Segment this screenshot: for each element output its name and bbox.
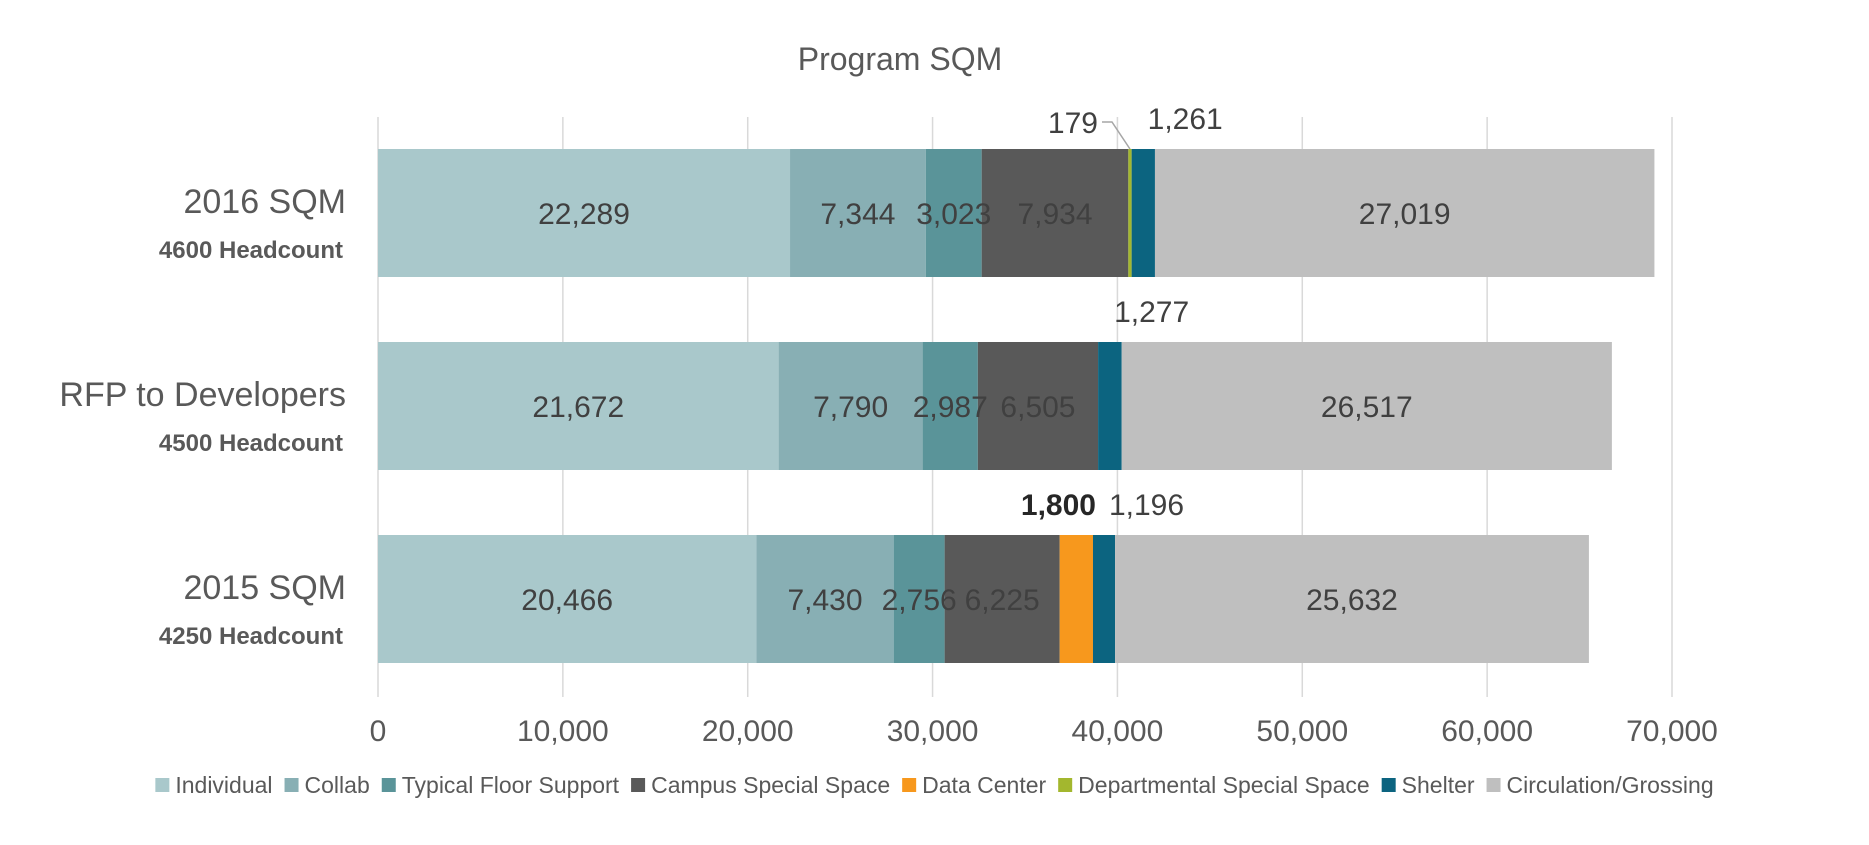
legend-swatch — [155, 778, 170, 792]
legend-label: Individual — [175, 772, 272, 798]
category-label: 2016 SQM — [183, 183, 346, 221]
bar-segment-collab — [790, 149, 926, 277]
data-label: 20,466 — [521, 584, 613, 617]
legend-swatch — [1381, 778, 1396, 792]
legend-swatch — [1486, 778, 1501, 792]
legend-label: Typical Floor Support — [402, 772, 620, 798]
legend-item-data-center: Data Center — [902, 772, 1047, 798]
data-label: 2,987 — [913, 391, 988, 424]
x-tick-label: 60,000 — [1441, 715, 1533, 748]
data-label: 2,756 — [882, 584, 957, 617]
data-label: 1,800 — [1021, 489, 1096, 522]
data-label: 7,344 — [820, 198, 895, 231]
legend-item-shelter: Shelter — [1381, 772, 1475, 798]
bar-segment-shelter — [1098, 342, 1122, 470]
x-tick-label: 40,000 — [1072, 715, 1164, 748]
legend-label: Data Center — [922, 772, 1046, 798]
bar-segment-typical-floor-support — [893, 535, 945, 663]
bar-segment-shelter — [1092, 535, 1116, 663]
legend-label: Circulation/Grossing — [1507, 772, 1714, 798]
legend-swatch — [1058, 778, 1073, 792]
data-label: 1,277 — [1114, 296, 1189, 329]
x-tick-label: 10,000 — [517, 715, 609, 748]
x-axis-tick-labels: 0 10,000 20,000 30,000 40,000 50,000 60,000 70,… — [370, 715, 1718, 748]
data-label: 26,517 — [1321, 391, 1413, 424]
data-label: 21,672 — [532, 391, 624, 424]
bar-segment-circulation-grossing — [1154, 149, 1655, 277]
bar-segment-individual — [378, 342, 779, 470]
chart-title: Program SQM — [798, 41, 1002, 77]
legend-swatch — [902, 778, 917, 792]
bar-segment-data-center — [1059, 535, 1093, 663]
legend-swatch — [381, 778, 396, 792]
bar-segment-campus-special-space — [981, 149, 1129, 277]
bar-segment-campus-special-space — [977, 342, 1099, 470]
legend-swatch — [631, 778, 646, 792]
legend-item-individual: Individual — [155, 772, 273, 798]
bar-segment-circulation-grossing — [1121, 342, 1612, 470]
bar-segment-circulation-grossing — [1115, 535, 1589, 663]
bar-segment-typical-floor-support — [922, 342, 978, 470]
legend-item-typical-floor-support: Typical Floor Support — [381, 772, 620, 798]
category-label: RFP to Developers — [59, 376, 346, 414]
bar-segment-campus-special-space — [944, 535, 1060, 663]
data-label: 7,934 — [1017, 198, 1092, 231]
legend-label: Collab — [305, 772, 370, 798]
data-label: 27,019 — [1359, 198, 1451, 231]
legend-item-departmental-special-space: Departmental Special Space — [1058, 772, 1370, 798]
legend-item-campus-special-space: Campus Special Space — [631, 772, 890, 798]
x-tick-label: 70,000 — [1626, 715, 1718, 748]
legend: Individual Collab Typical Floor Support Cam… — [155, 772, 1714, 798]
data-label: 22,289 — [538, 198, 630, 231]
bar-segment-individual — [378, 535, 757, 663]
legend-label: Shelter — [1402, 772, 1475, 798]
bar-segment-typical-floor-support — [925, 149, 982, 277]
bar-segment-collab — [756, 535, 894, 663]
data-label: 25,632 — [1306, 584, 1398, 617]
leader-line — [1101, 121, 1131, 150]
legend-item-collab: Collab — [284, 772, 370, 798]
category-sublabel: 4600 Headcount — [159, 237, 343, 264]
data-label: 3,023 — [916, 198, 991, 231]
bar-segments — [378, 149, 1655, 663]
x-tick-label: 30,000 — [887, 715, 979, 748]
legend-label: Departmental Special Space — [1078, 772, 1370, 798]
data-label: 7,430 — [787, 584, 862, 617]
data-label: 6,225 — [965, 584, 1040, 617]
bar-segment-individual — [378, 149, 791, 277]
bar-segment-departmental-special-space — [1128, 149, 1132, 277]
category-sublabel: 4500 Headcount — [159, 430, 343, 457]
category-sublabel: 4250 Headcount — [159, 623, 343, 650]
bar-segment-collab — [778, 342, 923, 470]
legend-label: Campus Special Space — [651, 772, 890, 798]
x-tick-label: 20,000 — [702, 715, 794, 748]
legend-item-circulation-grossing: Circulation/Grossing — [1486, 772, 1714, 798]
data-labels: 22,289 7,344 3,023 7,934 179 1,261 27,019 21,67… — [521, 103, 1450, 617]
legend-swatch — [284, 778, 299, 792]
data-label: 7,790 — [813, 391, 888, 424]
data-label: 179 — [1048, 107, 1098, 140]
category-labels: 2016 SQM 4600 Headcount RFP to Developers 4… — [59, 183, 346, 650]
category-label: 2015 SQM — [183, 569, 346, 607]
x-tick-label: 0 — [370, 715, 387, 748]
x-tick-label: 50,000 — [1256, 715, 1348, 748]
data-label: 6,505 — [1000, 391, 1075, 424]
bar-segment-shelter — [1131, 149, 1155, 277]
data-label: 1,261 — [1148, 103, 1223, 136]
data-label: 1,196 — [1109, 489, 1184, 522]
